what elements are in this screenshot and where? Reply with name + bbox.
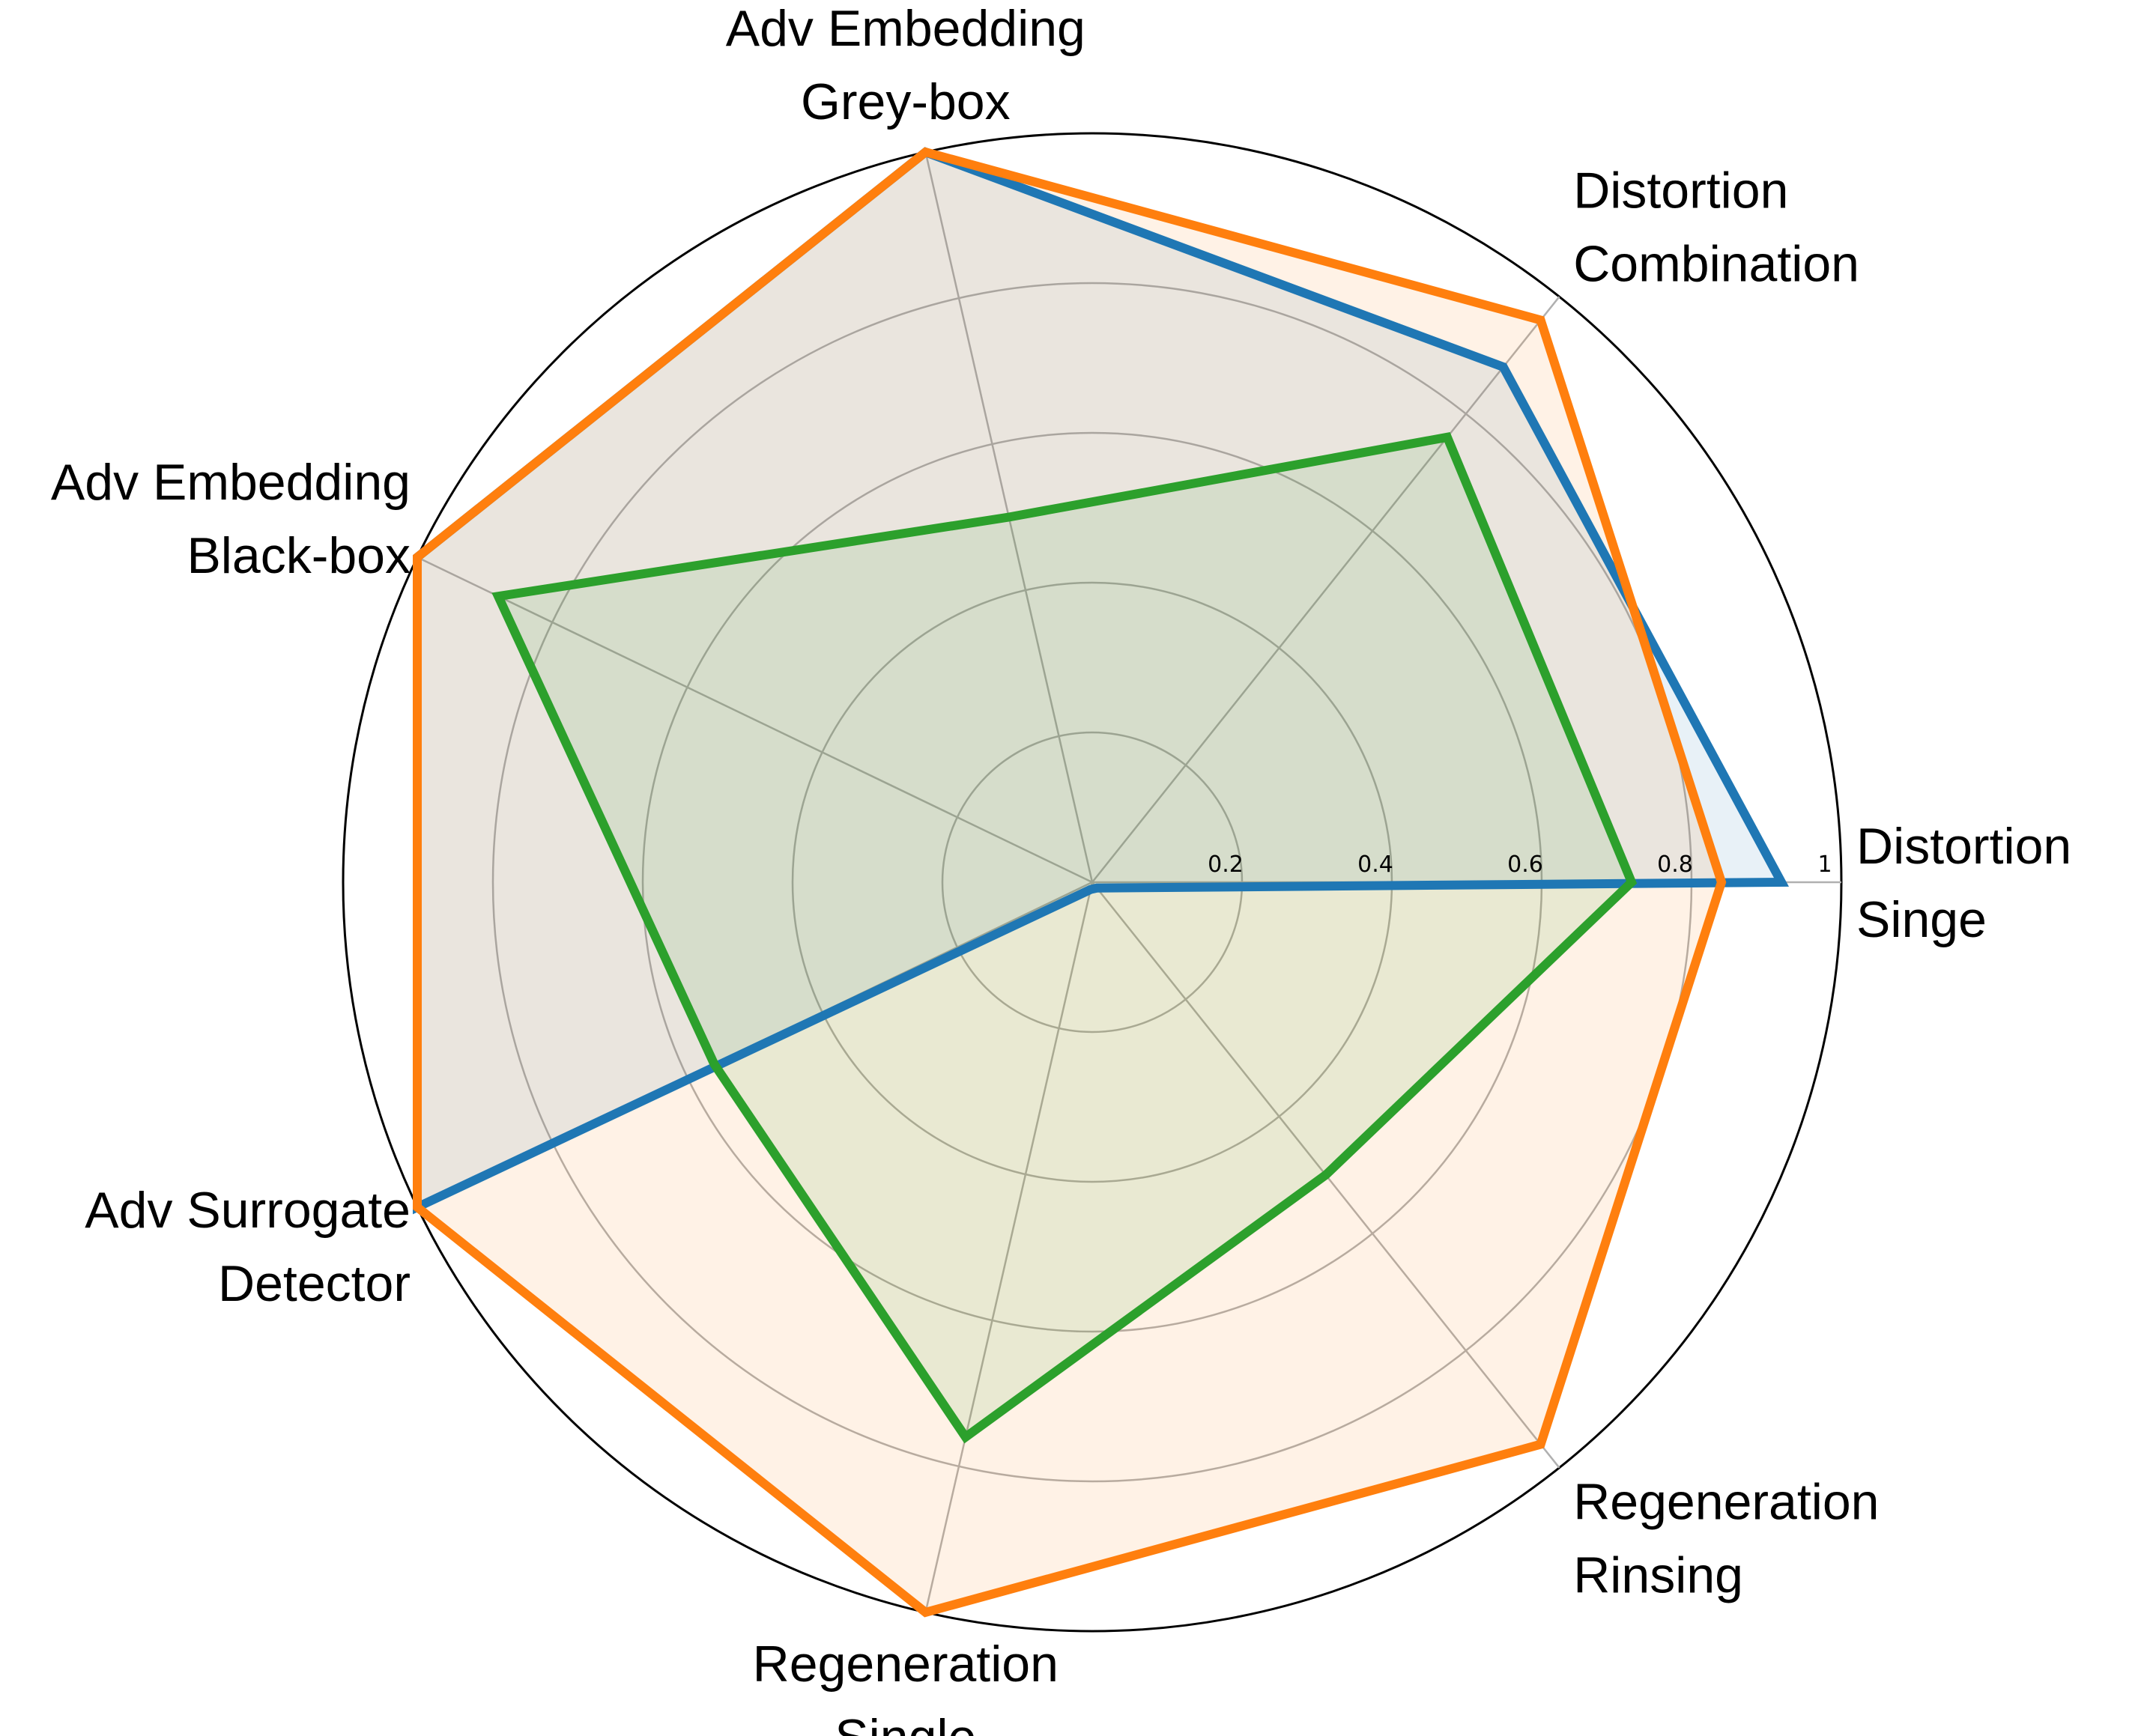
axis-label-1-line-1: Combination	[1573, 235, 1859, 292]
axis-label-5-line-0: Regeneration	[753, 1636, 1059, 1693]
axis-label-2-line-1: Grey-box	[801, 73, 1011, 130]
spoke-3	[417, 556, 1093, 884]
r-tick-label-3: 0.8	[1657, 852, 1693, 878]
spoke-1	[1091, 296, 1560, 883]
series-2-line	[491, 432, 1638, 1444]
series-lines	[413, 147, 1790, 1618]
axis-labels: Distortion Singe Distortion Combination Adv …	[51, 0, 2071, 1736]
r-tick-label-1: 0.4	[1357, 852, 1393, 878]
axis-label-3-line-1: Black-box	[187, 527, 411, 584]
axis-label-3: Adv Embedding Black-box	[51, 454, 411, 584]
series-2-fill	[498, 437, 1632, 1437]
axis-label-2: Adv Embedding Grey-box	[726, 0, 1085, 130]
series-1-fill	[417, 152, 1721, 1612]
axis-label-0-line-1: Singe	[1856, 891, 1987, 948]
axis-label-1: Distortion Combination	[1573, 162, 1859, 292]
spoke-5	[924, 881, 1094, 1613]
axis-label-6-line-0: Regeneration	[1573, 1474, 1879, 1531]
axis-label-4-line-1: Detector	[218, 1255, 411, 1312]
series-0-fill	[417, 152, 1781, 1207]
axis-label-3-line-0: Adv Embedding	[51, 454, 411, 511]
axis-label-5-line-1: Single	[835, 1709, 976, 1736]
axis-label-6: Regeneration Rinsing	[1573, 1474, 1879, 1604]
axis-label-0-line-0: Distortion	[1856, 818, 2071, 875]
series-1-line	[413, 147, 1727, 1618]
r-tick-label-4: 1	[1817, 852, 1832, 878]
radial-ticks: 0.2 0.4 0.6 0.8 1	[1208, 852, 1832, 878]
axis-label-6-line-1: Rinsing	[1573, 1547, 1743, 1604]
axis-label-0: Distortion Singe	[1856, 818, 2071, 948]
axis-label-5: Regeneration Single	[753, 1636, 1059, 1736]
r-tick-label-0: 0.2	[1208, 852, 1244, 878]
axis-label-4: Adv Surrogate Detector	[85, 1182, 411, 1312]
r-tick-label-2: 0.6	[1507, 852, 1543, 878]
axis-label-4-line-0: Adv Surrogate	[85, 1182, 411, 1239]
series-fills	[417, 152, 1781, 1612]
axis-label-2-line-0: Adv Embedding	[726, 0, 1085, 57]
axis-label-1-line-0: Distortion	[1573, 162, 1788, 219]
